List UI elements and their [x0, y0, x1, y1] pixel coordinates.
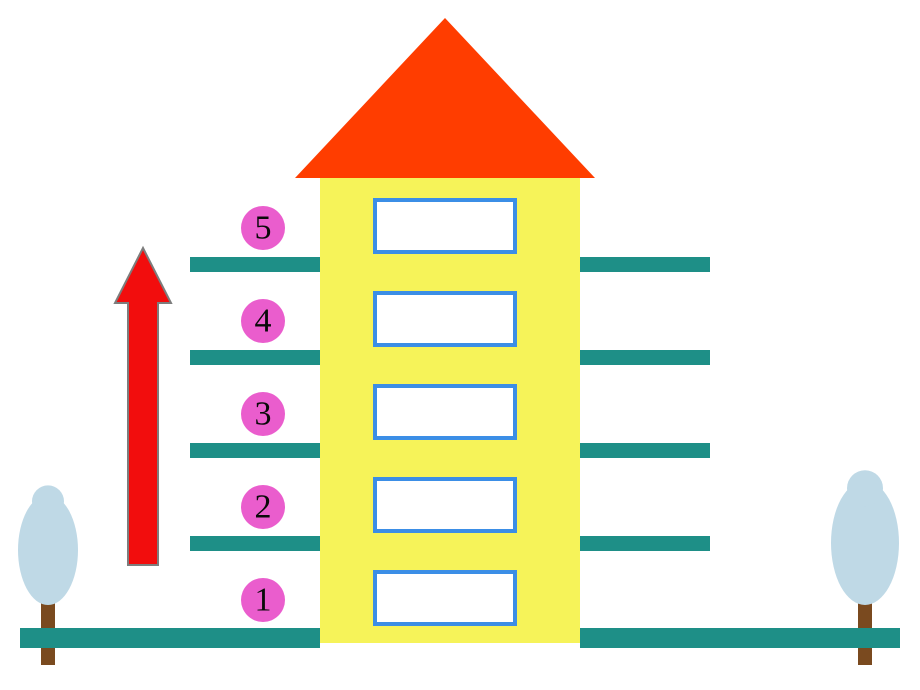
platform-left-1: [190, 350, 320, 365]
platform-right-1: [580, 350, 710, 365]
platform-left-3: [190, 536, 320, 551]
platform-left-2: [190, 443, 320, 458]
floor-label-4: 4: [255, 303, 272, 340]
window-3: [375, 479, 515, 531]
floor-label-5: 5: [255, 210, 272, 247]
platform-right-0: [580, 257, 710, 272]
platform-right-2: [580, 443, 710, 458]
ground-right: [580, 628, 900, 648]
floor-label-3: 3: [255, 396, 272, 433]
floor-label-2: 2: [255, 489, 272, 526]
floor-label-1: 1: [255, 582, 272, 619]
window-4: [375, 572, 515, 624]
window-1: [375, 293, 515, 345]
window-0: [375, 200, 515, 252]
tree-foliage-top: [847, 470, 883, 506]
window-2: [375, 386, 515, 438]
platform-right-3: [580, 536, 710, 551]
platform-left-0: [190, 257, 320, 272]
building-floors-diagram: 5 4 3 2 1: [0, 0, 920, 690]
ground-left: [20, 628, 320, 648]
tree-foliage-top: [32, 485, 64, 517]
